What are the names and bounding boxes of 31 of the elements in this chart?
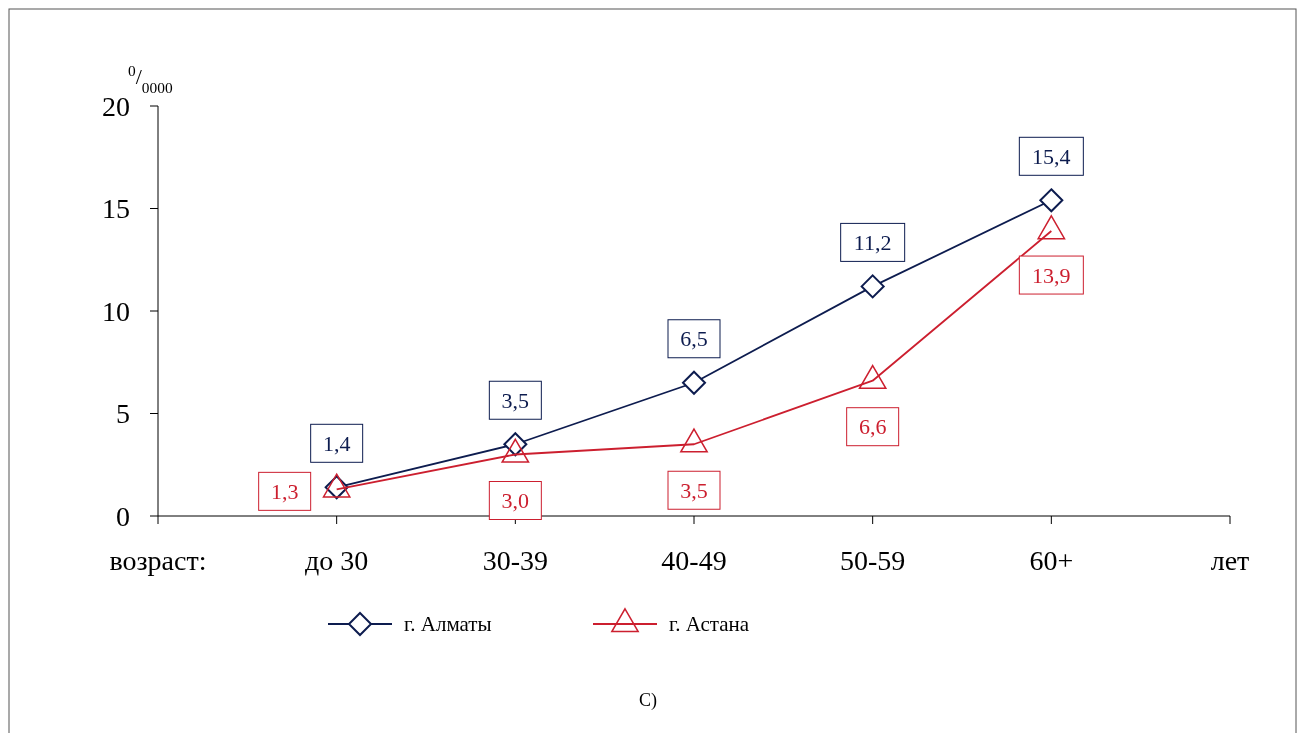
y-tick-label: 5	[116, 398, 130, 430]
x-tick-label: 30-39	[482, 545, 548, 576]
y-tick-label: 20	[102, 90, 130, 122]
data-label: 3,0	[501, 488, 530, 514]
legend-label: г. Астана	[669, 612, 750, 637]
data-label: 1,4	[322, 431, 351, 456]
x-tick-label: 40-49	[661, 545, 727, 576]
x-tick-label: 50-59	[840, 545, 906, 576]
y-tick-label: 0	[116, 500, 130, 532]
point	[860, 274, 885, 299]
text: С)	[639, 690, 658, 711]
data-label: 11,2	[853, 230, 892, 256]
x-tick-label: 60+	[1029, 545, 1074, 576]
y-tick-label: 10	[102, 295, 130, 327]
data-label: 1,3	[270, 479, 299, 505]
x-tick-label: до 30	[305, 545, 369, 576]
text: лет	[1210, 545, 1250, 576]
data-label: 13,9	[1032, 262, 1071, 288]
y-tick-label: 15	[102, 193, 130, 225]
y-axis-title: $^{0}$/$_{0000}$	[128, 61, 173, 96]
data-label: 3,5	[501, 387, 530, 413]
data-label: 15,4	[1032, 144, 1071, 169]
point	[680, 428, 708, 453]
data-label: 3,5	[680, 477, 708, 503]
data-label: 6,6	[858, 414, 887, 440]
legend-label: г. Алматы	[404, 612, 492, 637]
x-axis-title: возраст:	[109, 545, 207, 576]
point	[1039, 188, 1064, 213]
data-label: 6,5	[680, 326, 708, 352]
point	[501, 438, 530, 463]
point	[858, 364, 887, 390]
